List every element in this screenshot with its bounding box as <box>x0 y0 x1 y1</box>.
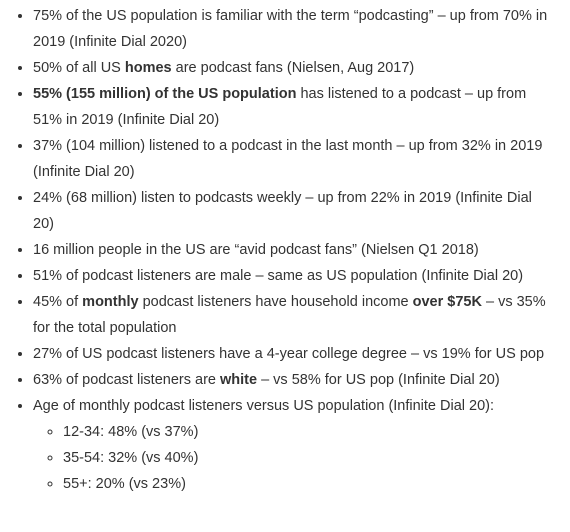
list-item: 51% of podcast listeners are male – same… <box>33 263 548 289</box>
text: 45% of <box>33 294 83 310</box>
list-item: 16 million people in the US are “avid po… <box>33 237 548 263</box>
bold-text: monthly <box>82 294 139 310</box>
sub-list-item: 55+: 20% (vs 23%) <box>63 471 548 497</box>
text: – vs 58% for US pop (Infinite Dial 20) <box>257 372 500 388</box>
text: Age of monthly podcast listeners versus … <box>33 398 495 414</box>
text: 37% (104 million) listened to a podcast … <box>33 138 543 180</box>
bold-text: homes <box>124 60 172 76</box>
text: 16 million people in the US are “avid po… <box>33 242 479 258</box>
text: 24% (68 million) listen to podcasts week… <box>33 190 532 232</box>
sub-list-item: 35-54: 32% (vs 40%) <box>63 445 548 471</box>
text: 50% of all US <box>33 60 125 76</box>
text: are podcast fans (Nielsen, Aug 2017) <box>171 60 415 76</box>
list-item: 27% of US podcast listeners have a 4-yea… <box>33 341 548 367</box>
list-item: 45% of monthly podcast listeners have ho… <box>33 289 548 341</box>
text: 75% of the US population is familiar wit… <box>33 8 548 50</box>
bold-text: white <box>220 372 258 388</box>
text: has listened to a podcast – up from 51% … <box>33 86 527 128</box>
text: 63% of podcast listeners are <box>33 372 220 388</box>
sub-list: 12-34: 48% (vs 37%)35-54: 32% (vs 40%)55… <box>33 419 548 497</box>
bold-text: 55% (155 million) of the US population <box>33 86 297 102</box>
list-item: 75% of the US population is familiar wit… <box>33 3 548 55</box>
list-item: 50% of all US homes are podcast fans (Ni… <box>33 55 548 81</box>
list-item: 63% of podcast listeners are white – vs … <box>33 367 548 393</box>
text: 27% of US podcast listeners have a 4-yea… <box>33 346 545 362</box>
text: podcast listeners have household income <box>138 294 413 310</box>
text: 51% of podcast listeners are male – same… <box>33 268 524 284</box>
bold-text: over $75K <box>412 294 482 310</box>
text: – vs 35% for the total population <box>33 294 546 336</box>
list-item: 55% (155 million) of the US population h… <box>33 81 548 133</box>
bullet-list: 75% of the US population is familiar wit… <box>0 0 548 497</box>
list-item: 24% (68 million) listen to podcasts week… <box>33 185 548 237</box>
list-item: 37% (104 million) listened to a podcast … <box>33 133 548 185</box>
sub-list-item: 12-34: 48% (vs 37%) <box>63 419 548 445</box>
list-item: Age of monthly podcast listeners versus … <box>33 393 548 497</box>
